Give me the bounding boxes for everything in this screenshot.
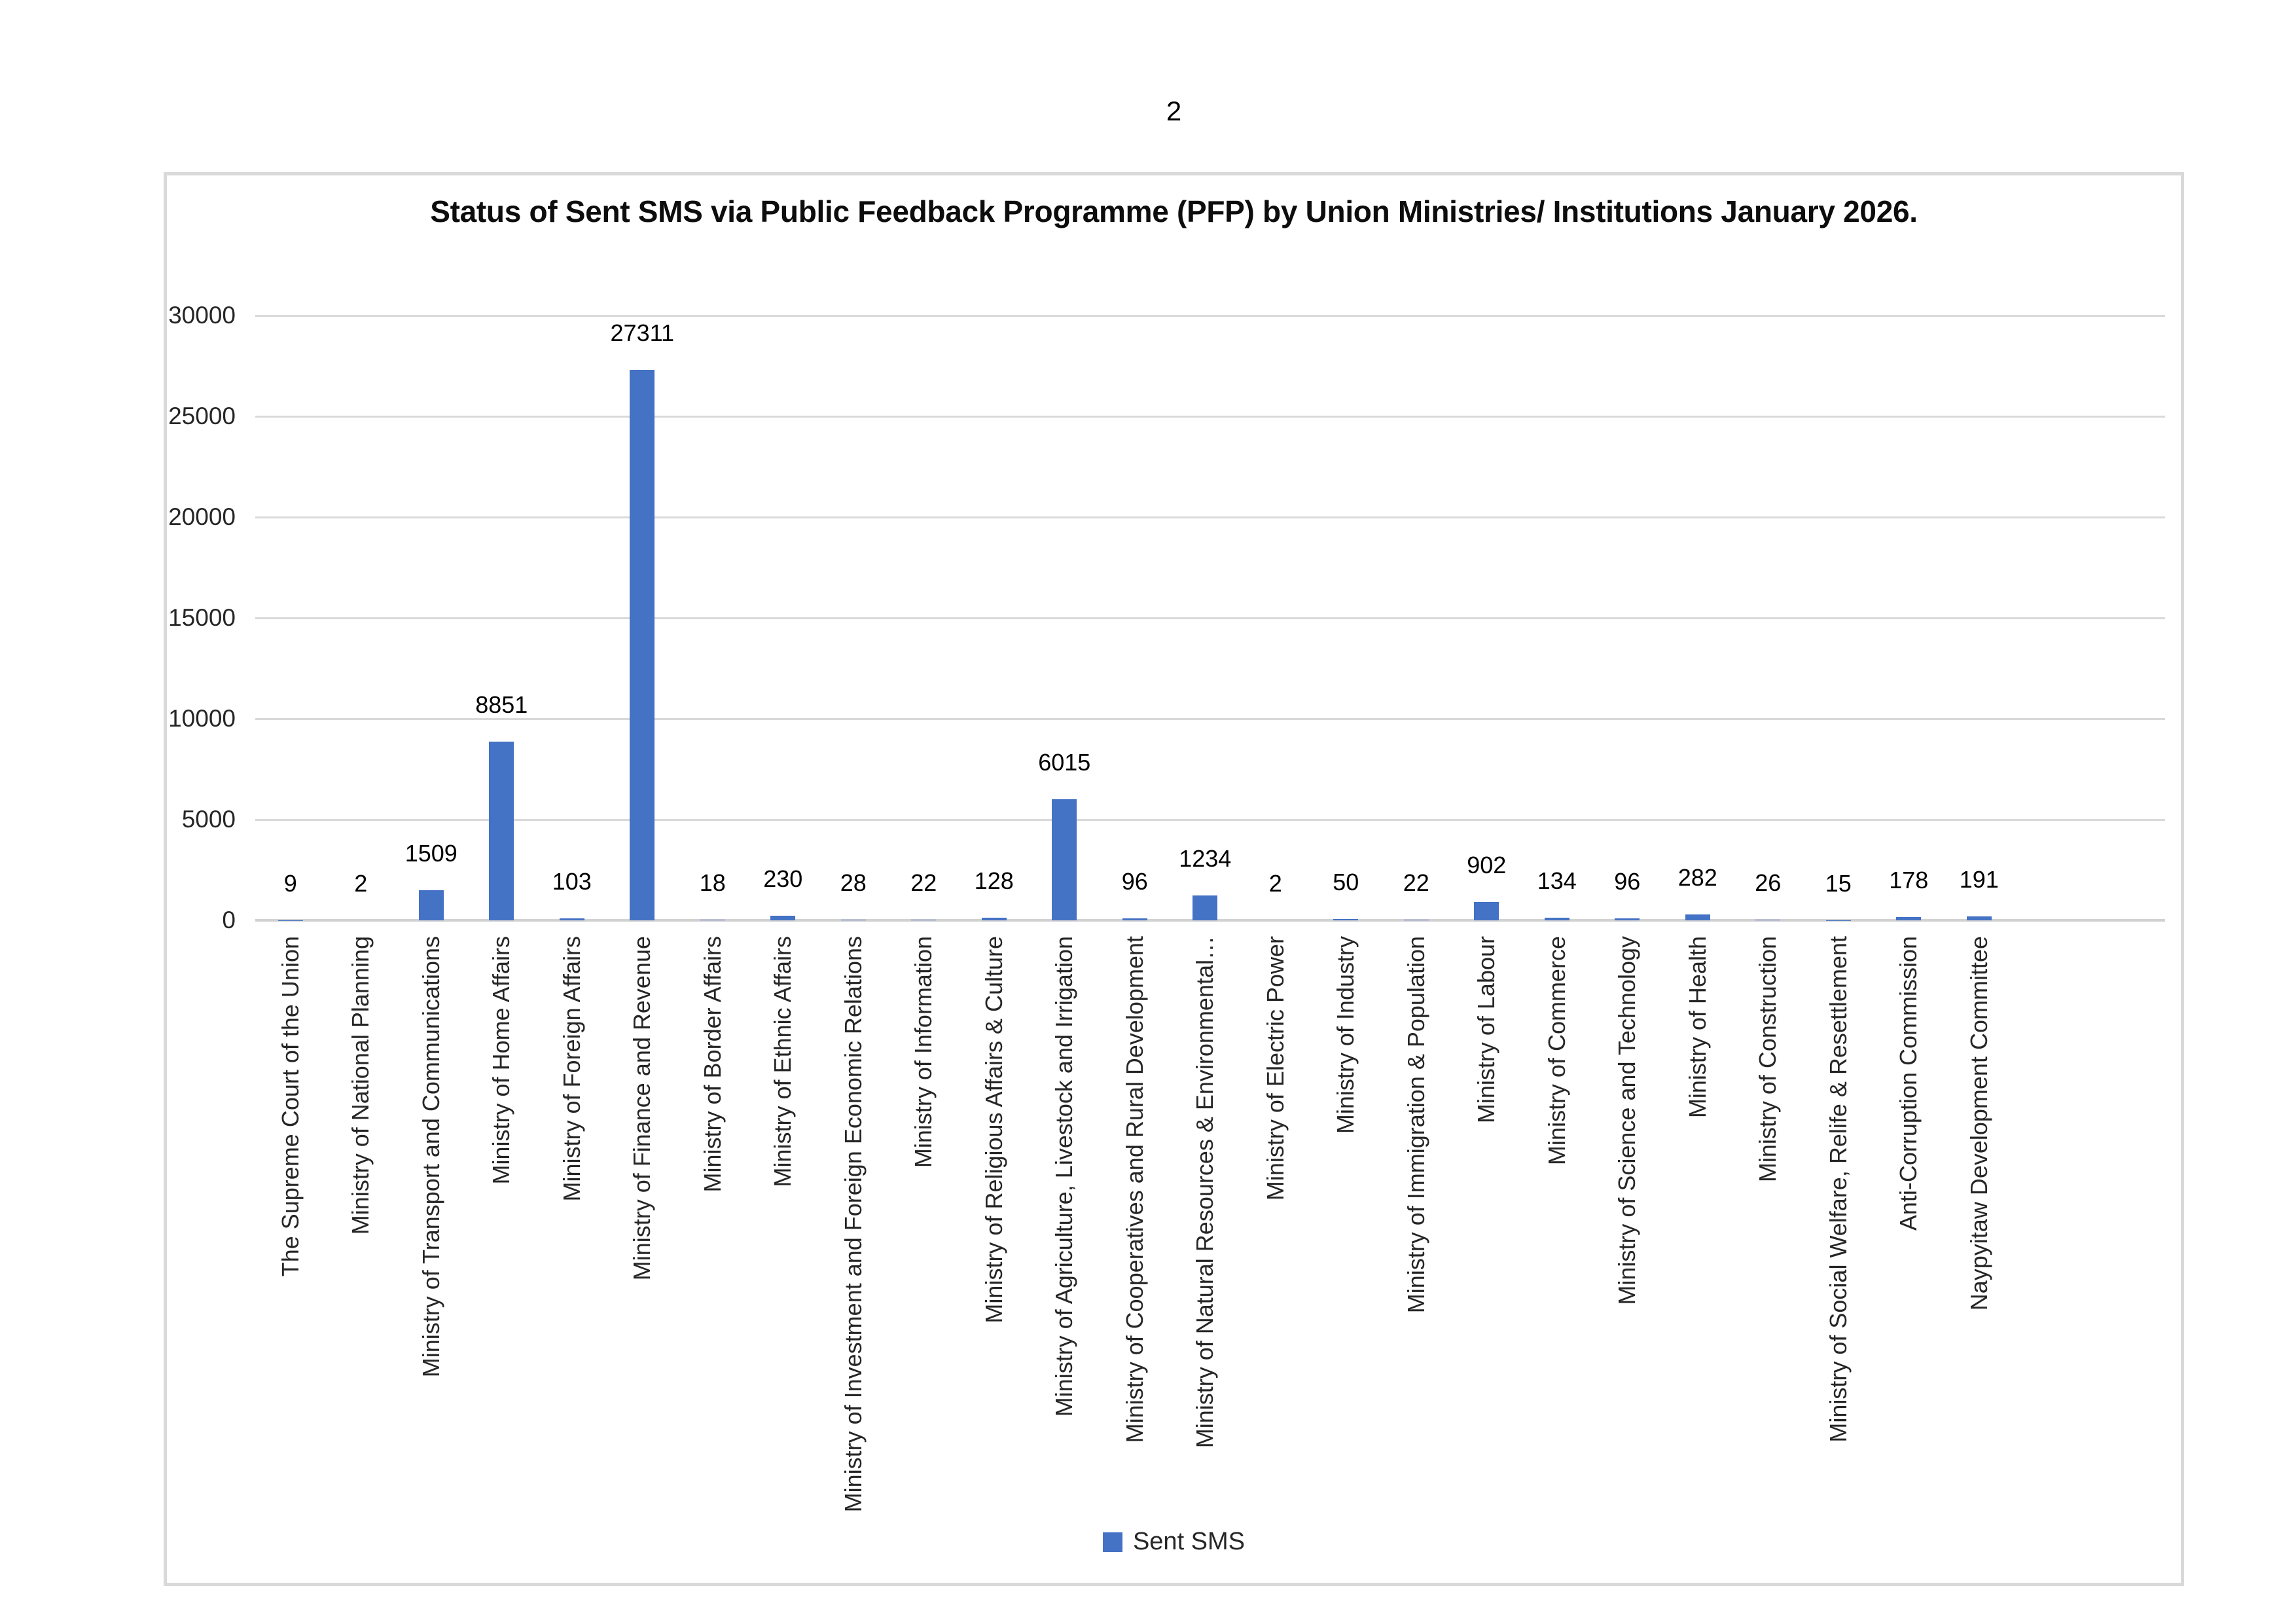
- data-label: 178: [1889, 866, 1929, 893]
- category-label: Ministry of Finance and Revenue: [628, 936, 656, 1281]
- data-label: 28: [840, 869, 867, 897]
- data-label: 96: [1121, 868, 1148, 895]
- bar-sent-sms: [418, 890, 444, 920]
- category-label: Ministry of Industry: [1332, 936, 1359, 1134]
- data-label: 103: [552, 867, 592, 895]
- category-label: Ministry of Health: [1683, 936, 1711, 1119]
- data-label: 18: [699, 869, 726, 897]
- category-label: Ministry of Home Affairs: [488, 936, 515, 1185]
- bar-sent-sms: [630, 369, 655, 920]
- bar-sent-sms: [1122, 918, 1147, 920]
- data-label: 1509: [404, 839, 457, 867]
- legend-marker-sent-sms: [1102, 1532, 1122, 1552]
- category-label: Anti-Corruption Commission: [1895, 936, 1922, 1231]
- y-axis-tick-label: 20000: [168, 503, 236, 530]
- y-axis-tick-label: 10000: [168, 705, 236, 732]
- data-label: 9: [283, 869, 297, 897]
- category-label: Ministry of Immigration & Population: [1402, 936, 1429, 1314]
- bar-sent-sms: [489, 742, 514, 920]
- category-label: Ministry of Border Affairs: [698, 936, 726, 1193]
- bar-sent-sms: [1896, 916, 1922, 920]
- y-axis-tick-label: 0: [222, 907, 236, 933]
- category-label: Ministry of Commerce: [1543, 936, 1570, 1166]
- legend: Sent SMS: [167, 1528, 2181, 1556]
- gridline: [255, 717, 2165, 720]
- gridline: [255, 314, 2165, 317]
- category-label: Ministry of Cooperatives and Rural Devel…: [1121, 936, 1148, 1443]
- data-label: 27311: [610, 319, 674, 346]
- bar-sent-sms: [1052, 799, 1077, 920]
- chart-title: Status of Sent SMS via Public Feedback P…: [430, 194, 1918, 228]
- y-axis-tick-label: 5000: [181, 806, 236, 833]
- page-number: 2: [1166, 96, 1182, 126]
- category-label: Ministry of Electric Power: [1261, 936, 1289, 1201]
- data-label: 15: [1825, 869, 1852, 897]
- data-label: 22: [910, 869, 937, 897]
- data-label: 191: [1959, 866, 1999, 893]
- y-axis-tick-label: 15000: [168, 604, 236, 631]
- bar-sent-sms: [1685, 914, 1710, 920]
- data-label: 26: [1755, 869, 1782, 897]
- category-label: The Supreme Court of the Union: [276, 936, 304, 1277]
- bar-sent-sms: [1615, 918, 1640, 920]
- bar-sent-sms: [1544, 917, 1570, 920]
- data-label: 134: [1537, 867, 1577, 894]
- bar-sent-sms: [981, 918, 1007, 920]
- category-label: Ministry of Social Welfare, Relife & Res…: [1824, 936, 1852, 1443]
- category-label: Ministry of Construction: [1754, 936, 1782, 1183]
- category-label: Ministry of Science and Technology: [1613, 936, 1641, 1305]
- data-label: 22: [1403, 869, 1429, 897]
- bar-sent-sms: [1333, 919, 1359, 920]
- data-label: 96: [1614, 868, 1641, 895]
- data-label: 2: [1268, 869, 1282, 897]
- data-label: 230: [763, 865, 803, 892]
- bar-sent-sms: [1966, 916, 1992, 920]
- category-label: Ministry of Information: [910, 936, 937, 1168]
- chart-object[interactable]: Status of Sent SMS via Public Feedback P…: [164, 172, 2184, 1586]
- data-label: 8851: [475, 691, 528, 719]
- bar-sent-sms: [1474, 902, 1499, 920]
- data-label: 2: [354, 869, 368, 897]
- category-label: Ministry of Agriculture, Livestock and I…: [1050, 936, 1078, 1417]
- category-label: Ministry of Natural Resources & Environm…: [1191, 936, 1219, 1449]
- legend-label: Sent SMS: [1132, 1528, 1246, 1555]
- bar-sent-sms: [770, 915, 796, 920]
- data-label: 6015: [1038, 748, 1091, 776]
- gridline: [255, 415, 2165, 418]
- bar-sent-sms: [559, 918, 584, 920]
- gridline: [255, 617, 2165, 619]
- data-label: 50: [1333, 869, 1359, 896]
- data-label: 128: [974, 867, 1014, 895]
- x-axis-line: [255, 919, 2165, 922]
- category-label: Naypyitaw Development Committee: [1965, 936, 1992, 1311]
- category-label: Ministry of Transport and Communications: [417, 936, 444, 1378]
- y-axis-tick-label: 25000: [168, 403, 236, 429]
- bar-sent-sms: [1193, 895, 1218, 920]
- category-label: Ministry of National Planning: [347, 936, 374, 1235]
- category-label: Ministry of Investment and Foreign Econo…: [839, 936, 867, 1513]
- data-label: 902: [1467, 852, 1507, 879]
- gridline: [255, 516, 2165, 518]
- category-label: Ministry of Religious Affairs & Culture: [980, 936, 1007, 1324]
- data-label: 282: [1677, 864, 1717, 892]
- gridline: [255, 818, 2165, 821]
- category-label: Ministry of Labour: [1473, 936, 1500, 1124]
- category-label: Ministry of Foreign Affairs: [558, 936, 585, 1202]
- category-label: Ministry of Ethnic Affairs: [769, 936, 797, 1187]
- data-label: 1234: [1179, 844, 1232, 872]
- y-axis-tick-label: 30000: [168, 302, 236, 329]
